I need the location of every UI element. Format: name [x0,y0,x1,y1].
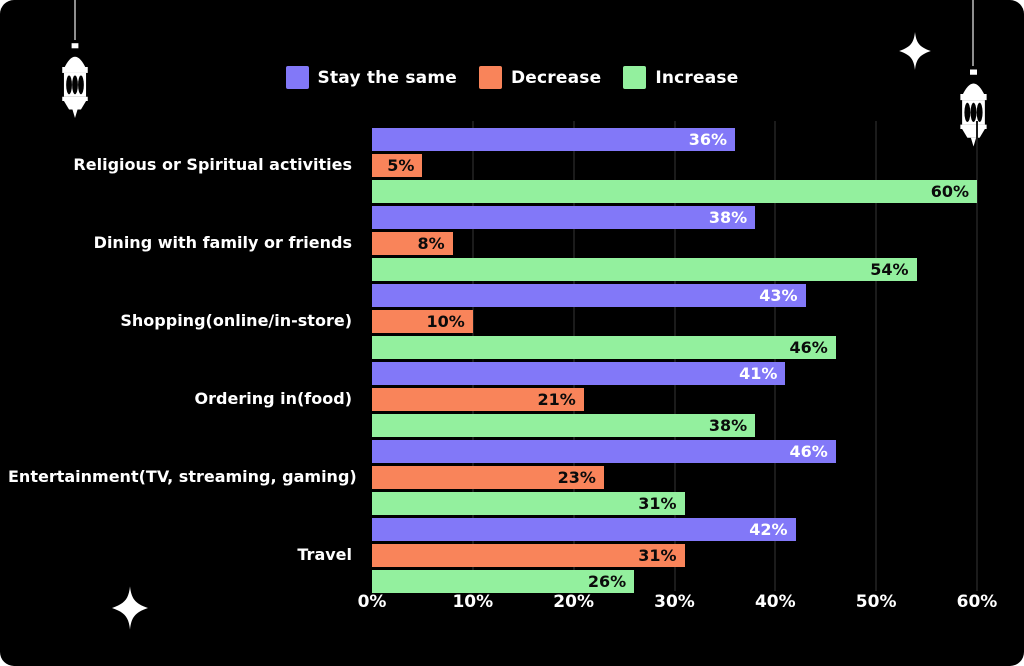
bar: 46% [372,440,836,463]
bar-value-label: 23% [557,468,596,487]
category-label: Entertainment(TV, streaming, gaming) [8,467,357,486]
bar-value-label: 31% [638,546,677,565]
legend-item: Increase [623,66,738,89]
x-axis-tick: 0% [357,592,387,612]
bar-value-label: 46% [789,442,828,461]
bar-value-label: 21% [537,390,576,409]
bar-group: 42% 31% 26% [372,518,977,593]
x-axis-tick: 10% [452,592,494,612]
bar: 36% [372,128,735,151]
bar-value-label: 54% [870,260,909,279]
category-labels: Religious or Spiritual activities Dining … [0,128,362,593]
category-label: Ordering in(food) [194,389,352,408]
legend-swatch [285,66,309,89]
category-label: Shopping(online/in-store) [120,311,352,330]
bar-value-label: 8% [417,234,445,253]
legend-item: Stay the same [285,66,457,89]
gridline [875,121,878,591]
bar-group: 36% 5% 60% [372,128,977,203]
bar-group: 38% 8% 54% [372,206,977,281]
bar: 23% [372,466,604,489]
legend-swatch [623,66,647,89]
bar-value-label: 46% [789,338,828,357]
category-label: Religious or Spiritual activities [73,155,352,174]
bar: 42% [372,518,796,541]
bar: 8% [372,232,453,255]
x-axis-tick: 20% [553,592,595,612]
legend-label: Decrease [510,67,602,88]
bar-value-label: 38% [708,208,748,227]
x-axis-tick: 60% [956,592,998,612]
plot-area: 36% 5% 60% 38% 8% 54% 43% 10% 46% 41% 21% 38% 46% 23%… [372,128,977,593]
legend-label: Increase [655,67,739,88]
bar-value-label: 43% [759,286,798,305]
bar: 26% [372,570,635,593]
category-label: Dining with family or friends [93,233,352,252]
legend-label: Stay the same [317,67,457,88]
gridline [976,121,978,591]
bar-value-label: 36% [688,130,727,149]
bar: 54% [372,258,917,281]
bar: 31% [372,544,685,567]
bar-value-label: 5% [387,156,415,175]
bar-value-label: 38% [708,416,748,435]
bar: 21% [372,388,584,411]
sparkle-icon [112,586,148,630]
x-axis: 0% 10% 20% 30% 40% 50% 60% [358,592,998,616]
bar: 43% [372,284,806,307]
legend-swatch [478,66,502,89]
legend: Stay the same Decrease Increase [0,66,1024,89]
bar-value-label: 41% [739,364,778,383]
bar: 60% [372,180,977,203]
bar: 5% [372,154,423,177]
bar: 38% [372,206,756,229]
x-axis-tick: 50% [855,592,897,612]
bar: 38% [372,414,756,437]
bar-value-label: 31% [638,494,677,513]
bar: 41% [372,362,786,385]
bar-group: 46% 23% 31% [372,440,977,515]
x-axis-tick: 40% [754,592,796,612]
bar-value-label: 42% [749,520,788,539]
bar-value-label: 26% [587,572,627,591]
x-axis-tick: 30% [654,592,695,612]
bar: 46% [372,336,836,359]
lantern-string [972,0,974,66]
lantern-string [74,0,76,40]
lantern-icon [960,69,987,147]
bar: 10% [372,310,473,333]
bar-group: 41% 21% 38% [372,362,977,437]
bar-group: 43% 10% 46% [372,284,977,359]
lantern-icon [62,43,88,118]
bar-value-label: 60% [930,182,969,201]
legend-item: Decrease [478,66,602,89]
sparkle-icon [899,32,931,70]
bar-value-label: 10% [426,312,465,331]
bar: 31% [372,492,685,515]
category-label: Travel [297,545,352,564]
